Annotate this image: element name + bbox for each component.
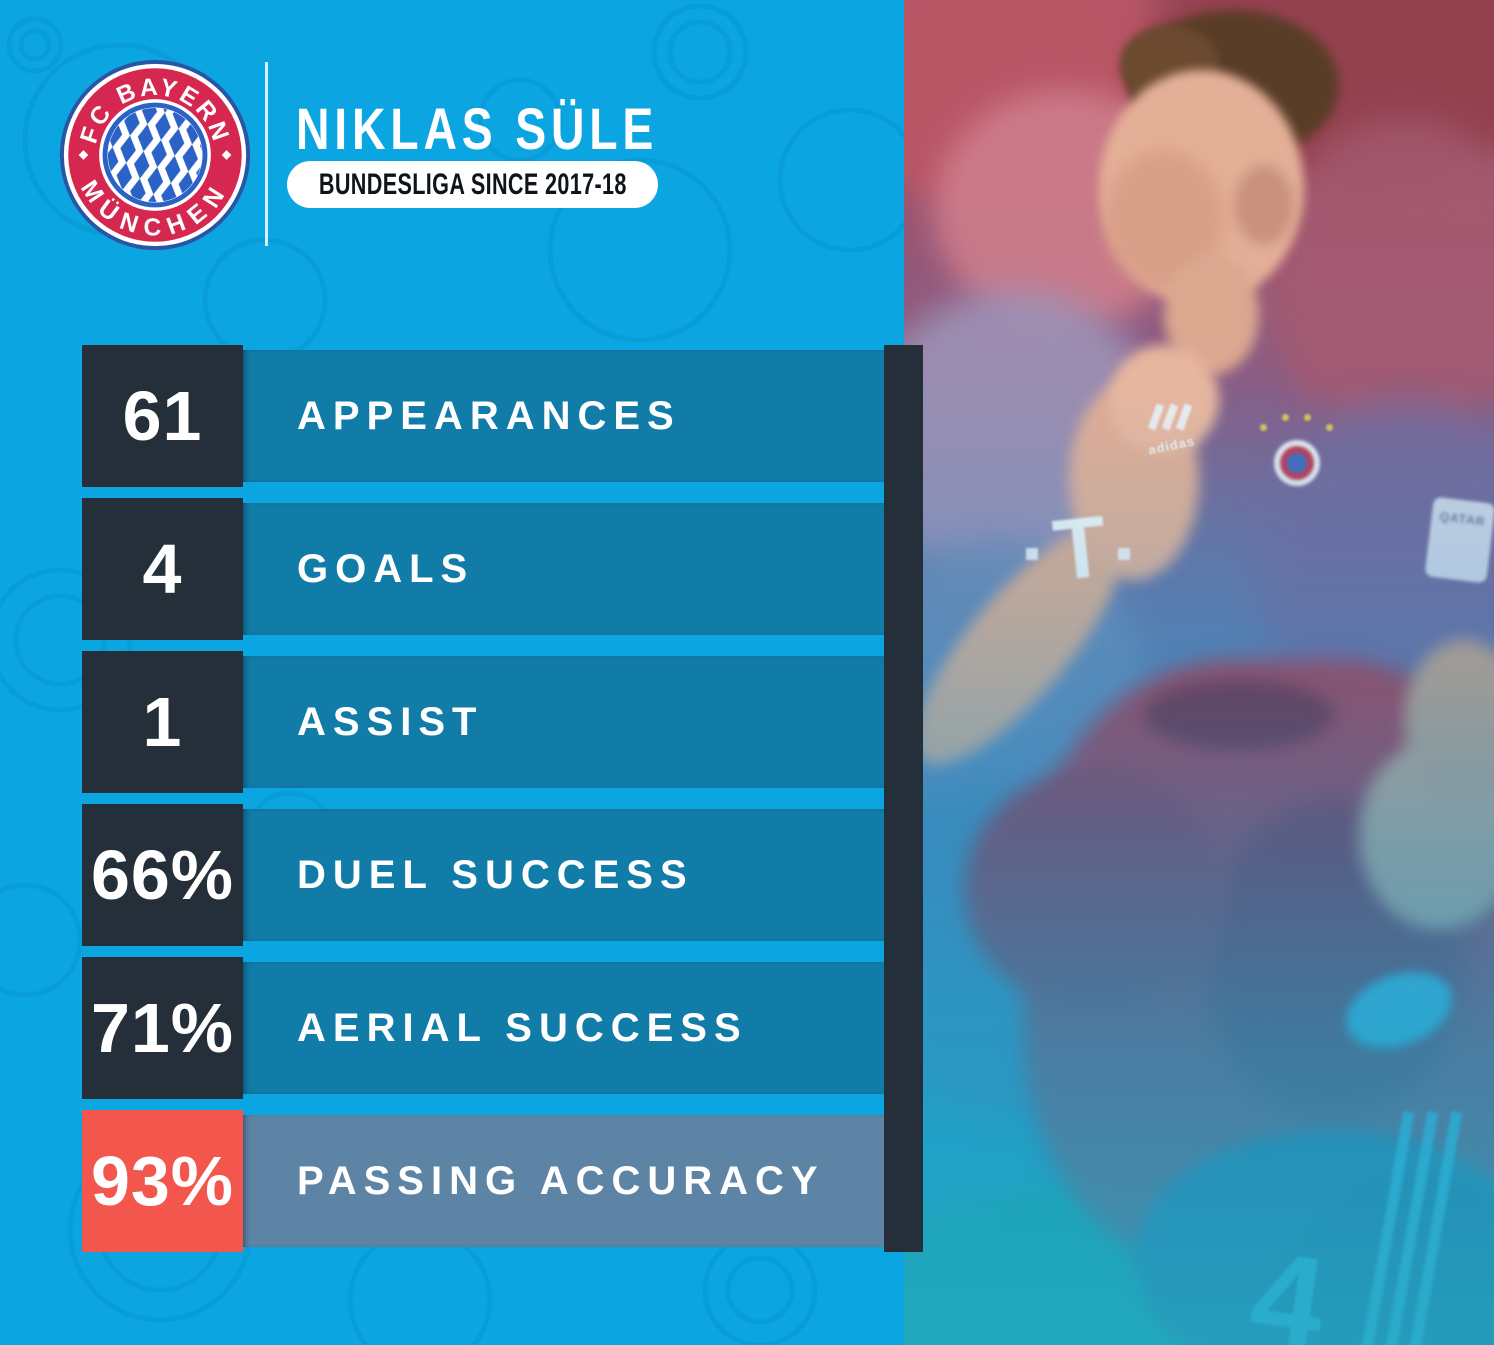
- stat-label-bar: ASSIST: [243, 656, 884, 788]
- stat-row-assist: 1 ASSIST: [0, 651, 922, 793]
- stat-label: ASSIST: [297, 699, 484, 744]
- stat-label: PASSING ACCURACY: [297, 1158, 825, 1203]
- logo-blue-ring: [102, 102, 208, 208]
- logo-lozenge-pattern: [107, 107, 203, 203]
- page-title: NIKLAS SÜLE: [296, 97, 659, 162]
- stat-label-bar: AERIAL SUCCESS: [243, 962, 884, 1094]
- photo-blue-overlay: [904, 0, 1494, 1345]
- stat-label-bar: GOALS: [243, 503, 884, 635]
- stat-label-bar: APPEARANCES: [243, 350, 884, 482]
- stat-label-bar: PASSING ACCURACY: [243, 1115, 884, 1247]
- stat-row-appearances: 61 APPEARANCES: [0, 345, 922, 487]
- stat-label-bar: DUEL SUCCESS: [243, 809, 884, 941]
- stat-label: APPEARANCES: [297, 393, 681, 438]
- stat-row-goals: 4 GOALS: [0, 498, 922, 640]
- stat-label: GOALS: [297, 546, 475, 591]
- subtitle-badge: BUNDESLIGA SINCE 2017-18: [287, 161, 658, 208]
- player-photo: T adidas QATAR 4: [904, 0, 1494, 1345]
- club-logo: FC BAYERN MÜNCHEN: [59, 59, 251, 251]
- stat-row-duel-success: 66% DUEL SUCCESS: [0, 804, 922, 946]
- stat-row-passing-accuracy: 93% PASSING ACCURACY: [0, 1110, 922, 1252]
- stats-edge-strip: [884, 345, 923, 1252]
- stat-label: DUEL SUCCESS: [297, 852, 694, 897]
- logo-side-diamond-icon: [221, 150, 232, 160]
- header-divider: [265, 62, 268, 246]
- stat-label: AERIAL SUCCESS: [297, 1005, 748, 1050]
- logo-side-diamond-icon: [78, 150, 89, 160]
- stat-value: 1: [82, 651, 243, 793]
- stat-value: 66%: [82, 804, 243, 946]
- stat-row-aerial-success: 71% AERIAL SUCCESS: [0, 957, 922, 1099]
- stat-value: 4: [82, 498, 243, 640]
- stat-value: 71%: [82, 957, 243, 1099]
- stat-value: 93%: [82, 1110, 243, 1252]
- subtitle-badge-text: BUNDESLIGA SINCE 2017-18: [318, 167, 627, 201]
- stat-value: 61: [82, 345, 243, 487]
